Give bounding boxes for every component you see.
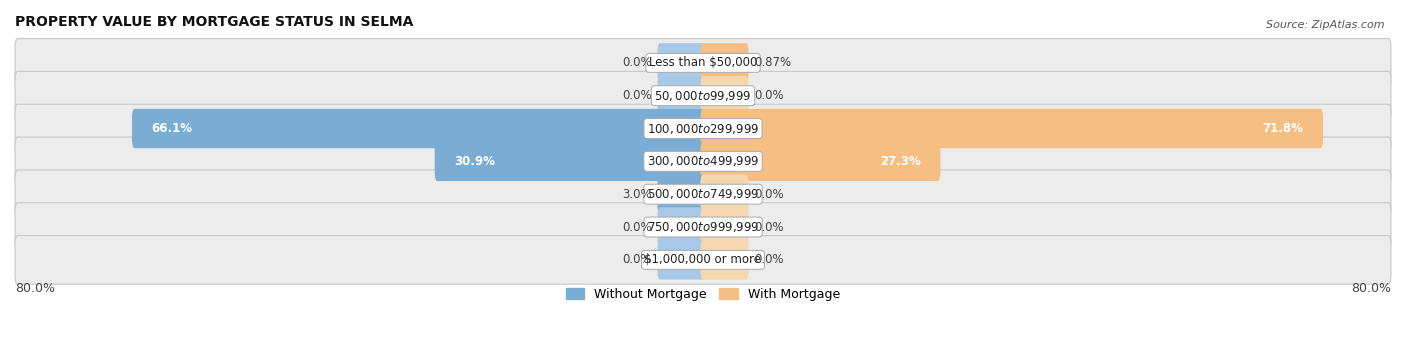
Text: $750,000 to $999,999: $750,000 to $999,999 bbox=[647, 220, 759, 234]
Text: Less than $50,000: Less than $50,000 bbox=[648, 56, 758, 69]
Text: 0.87%: 0.87% bbox=[755, 56, 792, 69]
Legend: Without Mortgage, With Mortgage: Without Mortgage, With Mortgage bbox=[561, 283, 845, 306]
Text: 80.0%: 80.0% bbox=[1351, 282, 1391, 295]
FancyBboxPatch shape bbox=[15, 71, 1391, 120]
Text: $1,000,000 or more: $1,000,000 or more bbox=[644, 253, 762, 266]
Text: 71.8%: 71.8% bbox=[1263, 122, 1303, 135]
Text: 66.1%: 66.1% bbox=[152, 122, 193, 135]
FancyBboxPatch shape bbox=[15, 38, 1391, 87]
FancyBboxPatch shape bbox=[700, 174, 748, 214]
Text: 0.0%: 0.0% bbox=[621, 253, 651, 266]
FancyBboxPatch shape bbox=[658, 174, 706, 214]
Text: 30.9%: 30.9% bbox=[454, 155, 495, 168]
Text: 0.0%: 0.0% bbox=[755, 188, 785, 201]
Text: 80.0%: 80.0% bbox=[15, 282, 55, 295]
FancyBboxPatch shape bbox=[700, 142, 941, 181]
FancyBboxPatch shape bbox=[434, 142, 706, 181]
FancyBboxPatch shape bbox=[700, 76, 748, 115]
FancyBboxPatch shape bbox=[658, 207, 706, 247]
FancyBboxPatch shape bbox=[700, 43, 748, 83]
FancyBboxPatch shape bbox=[658, 43, 706, 83]
Text: 0.0%: 0.0% bbox=[755, 89, 785, 102]
Text: 3.0%: 3.0% bbox=[621, 188, 651, 201]
Text: Source: ZipAtlas.com: Source: ZipAtlas.com bbox=[1267, 20, 1385, 30]
FancyBboxPatch shape bbox=[700, 207, 748, 247]
FancyBboxPatch shape bbox=[132, 109, 706, 148]
FancyBboxPatch shape bbox=[15, 236, 1391, 284]
FancyBboxPatch shape bbox=[700, 240, 748, 279]
FancyBboxPatch shape bbox=[15, 137, 1391, 186]
Text: $300,000 to $499,999: $300,000 to $499,999 bbox=[647, 154, 759, 168]
Text: $50,000 to $99,999: $50,000 to $99,999 bbox=[654, 89, 752, 103]
Text: 0.0%: 0.0% bbox=[621, 89, 651, 102]
FancyBboxPatch shape bbox=[15, 203, 1391, 251]
Text: 0.0%: 0.0% bbox=[621, 56, 651, 69]
FancyBboxPatch shape bbox=[658, 240, 706, 279]
Text: $500,000 to $749,999: $500,000 to $749,999 bbox=[647, 187, 759, 201]
FancyBboxPatch shape bbox=[15, 170, 1391, 219]
Text: $100,000 to $299,999: $100,000 to $299,999 bbox=[647, 121, 759, 136]
FancyBboxPatch shape bbox=[700, 109, 1323, 148]
Text: 0.0%: 0.0% bbox=[755, 253, 785, 266]
FancyBboxPatch shape bbox=[15, 104, 1391, 153]
Text: 27.3%: 27.3% bbox=[880, 155, 921, 168]
Text: 0.0%: 0.0% bbox=[621, 221, 651, 234]
FancyBboxPatch shape bbox=[658, 76, 706, 115]
Text: 0.0%: 0.0% bbox=[755, 221, 785, 234]
Text: PROPERTY VALUE BY MORTGAGE STATUS IN SELMA: PROPERTY VALUE BY MORTGAGE STATUS IN SEL… bbox=[15, 15, 413, 29]
